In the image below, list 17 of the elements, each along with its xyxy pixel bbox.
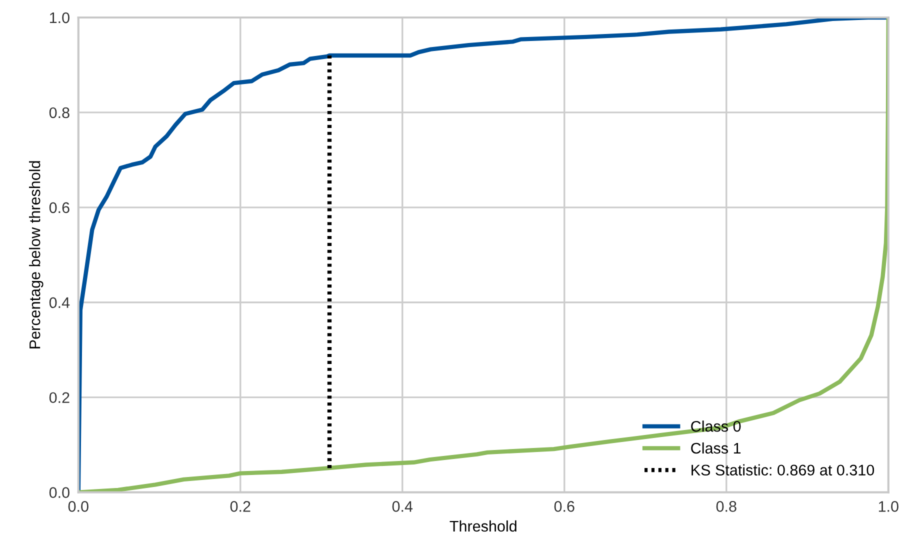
- legend-label: KS Statistic: 0.869 at 0.310: [692, 464, 874, 476]
- x-tick-label: 0.4: [392, 501, 413, 512]
- y-axis-title: Percentage below threshold: [29, 161, 44, 348]
- y-tick-label: 0.4: [49, 297, 70, 308]
- x-tick-label: 0.8: [716, 501, 736, 512]
- x-tick-label: 1.0: [878, 501, 898, 512]
- y-tick-label: 0.6: [49, 202, 70, 214]
- y-tick-label: 0.0: [49, 487, 70, 498]
- y-tick-label: 0.2: [49, 392, 70, 404]
- x-tick-label: 0.6: [554, 501, 574, 512]
- x-tick-label: 0.0: [68, 501, 88, 512]
- x-axis-title: Threshold: [450, 520, 516, 532]
- x-tick-label: 0.2: [230, 501, 250, 512]
- line-series: [78, 18, 888, 492]
- y-tick-label: 1.0: [50, 12, 70, 24]
- y-tick-label: 0.8: [49, 107, 70, 118]
- legend-label: Class 1: [691, 442, 741, 454]
